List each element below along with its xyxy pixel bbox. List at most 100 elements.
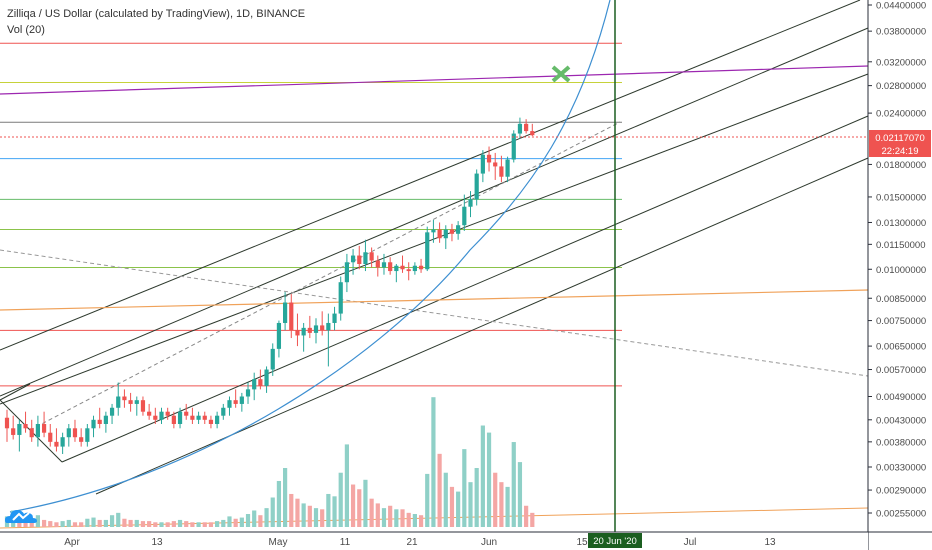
volume-bar[interactable] [233,518,238,527]
volume-bar[interactable] [363,479,368,527]
volume-bar[interactable] [344,444,349,527]
volume-bar[interactable] [202,522,207,527]
descending-dashed-line[interactable] [0,249,869,377]
time-axis[interactable] [0,532,868,550]
candle-body[interactable] [245,389,251,397]
candle-body[interactable] [388,262,393,272]
volume-bar[interactable] [66,519,71,527]
candle-body[interactable] [326,322,331,331]
volume-bar[interactable] [412,514,417,527]
volume-bar[interactable] [48,521,53,527]
candle-body[interactable] [60,437,65,447]
price-axis[interactable] [868,0,932,532]
candle-body[interactable] [227,400,232,408]
channel-line-7[interactable] [0,383,31,401]
candle-body[interactable] [350,255,356,263]
volume-bar[interactable] [468,482,473,527]
candle-body[interactable] [418,265,424,270]
volume-bar[interactable] [184,521,189,527]
volume-bar[interactable] [400,509,405,527]
volume-bar[interactable] [283,468,288,527]
volume-bar[interactable] [103,519,108,527]
candle-body[interactable] [48,432,53,442]
candle-body[interactable] [289,302,294,331]
volume-bar[interactable] [517,462,523,527]
candle-body[interactable] [394,265,399,272]
candle-body[interactable] [338,282,343,314]
volume-bar[interactable] [474,468,479,527]
candle-body[interactable] [530,131,535,136]
candle-body[interactable] [375,260,380,268]
volume-bar[interactable] [72,522,78,527]
candle-body[interactable] [307,327,312,333]
channel-line-1[interactable] [0,0,861,351]
volume-bar[interactable] [313,508,319,527]
volume-bar[interactable] [54,522,59,527]
candle-body[interactable] [462,206,467,226]
volume-bar[interactable] [221,519,226,527]
volume-bar[interactable] [289,493,294,527]
candle-body[interactable] [258,379,263,386]
candle-body[interactable] [412,265,417,272]
candle-body[interactable] [116,396,121,408]
volume-bar[interactable] [425,473,430,527]
candle-body[interactable] [184,411,189,416]
candle-body[interactable] [72,428,78,438]
candle-body[interactable] [406,269,411,272]
volume-bar[interactable] [301,503,306,527]
candle-body[interactable] [468,199,473,207]
volume-bar[interactable] [338,472,343,527]
volume-bar[interactable] [122,518,127,527]
candle-body[interactable] [128,400,133,404]
volume-bar[interactable] [60,521,65,527]
volume-bar[interactable] [307,505,312,527]
candle-body[interactable] [221,407,226,416]
candle-body[interactable] [313,325,319,333]
volume-bar[interactable] [159,522,164,527]
candle-body[interactable] [134,400,139,404]
volume-bar[interactable] [276,480,282,527]
candle-body[interactable] [456,225,461,234]
volume-bar[interactable] [369,498,374,527]
median-line[interactable] [29,121,621,431]
candle-body[interactable] [252,379,257,390]
volume-bar[interactable] [140,521,146,527]
orange-trendline-upper[interactable] [0,289,869,311]
candle-body[interactable] [301,327,306,336]
candle-body[interactable] [97,419,102,424]
volume-bar[interactable] [388,505,393,527]
candle-body[interactable] [493,162,498,167]
candle-body[interactable] [276,322,282,349]
volume-bar[interactable] [245,514,251,527]
volume-bar[interactable] [252,510,257,527]
volume-bar[interactable] [437,453,442,527]
candle-body[interactable] [505,159,510,177]
candle-body[interactable] [54,441,59,447]
channel-line-3[interactable] [0,73,869,405]
volume-bar[interactable] [147,521,152,527]
symbol-title[interactable]: Zilliqa / US Dollar (calculated by Tradi… [7,8,306,20]
candle-body[interactable] [85,428,90,442]
channel-line-4[interactable] [61,115,869,463]
candle-body[interactable] [524,123,529,132]
volume-bar[interactable] [208,522,214,527]
volume-bar[interactable] [406,512,411,527]
candle-body[interactable] [215,415,220,424]
candle-body[interactable] [23,423,28,429]
candle-body[interactable] [486,154,492,163]
volume-bar[interactable] [35,515,40,527]
candle-body[interactable] [233,400,238,404]
volume-bar[interactable] [462,449,467,527]
candle-body[interactable] [283,302,288,323]
volume-bar[interactable] [227,516,232,527]
candle-body[interactable] [437,229,442,239]
volume-bar[interactable] [116,512,121,527]
candle-body[interactable] [177,411,183,424]
candle-body[interactable] [11,428,16,435]
volume-bar[interactable] [480,425,485,527]
volume-bar[interactable] [171,521,176,527]
volume-bar[interactable] [165,522,170,527]
candle-body[interactable] [147,411,152,416]
candle-body[interactable] [499,166,504,177]
volume-bar[interactable] [493,472,498,527]
